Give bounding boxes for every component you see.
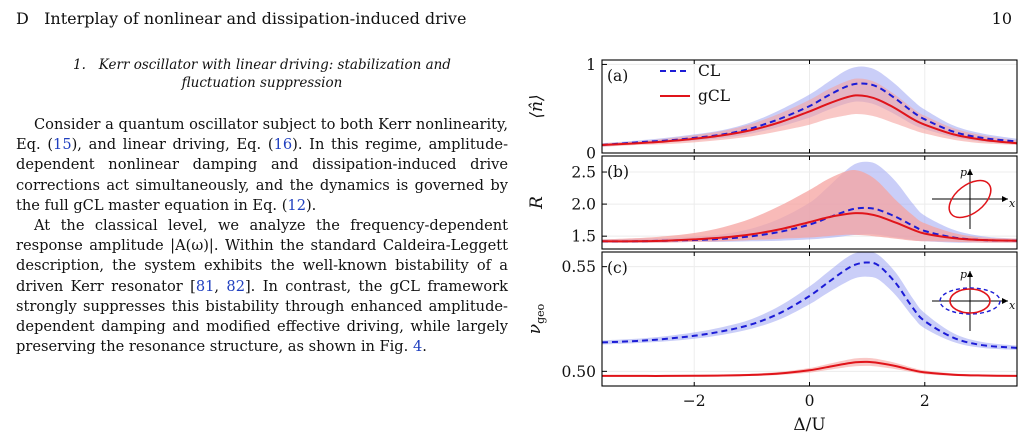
plot-area: [602, 60, 1017, 153]
panel-b: 1.5 2.0 2.5 (b) R: [527, 155, 1018, 250]
gcl-line: [602, 94, 1017, 146]
cl-confidence-band: [602, 252, 1017, 350]
running-head: D Interplay of nonlinear and dissipation…: [16, 8, 1012, 30]
running-head-title: D Interplay of nonlinear and dissipation…: [16, 8, 466, 30]
x-axis-label: Δ/U: [793, 415, 825, 435]
text-run: ).: [305, 196, 317, 214]
panel-c: 0.50 0.55 (c) νgeo −2 0 2 Δ/U: [525, 251, 1018, 435]
y-axis-label: ⟨n̂⟩: [527, 94, 547, 118]
text-run: ,: [214, 277, 227, 295]
panel-tag: (c): [607, 259, 628, 277]
y-tick-label: 1: [586, 56, 596, 74]
x-tick-label: −2: [683, 392, 706, 410]
legend: CL gCL: [660, 62, 730, 105]
y-tick-label: 1.5: [571, 228, 596, 246]
text-run: At the classical level, we analyze the f…: [16, 217, 508, 295]
text-run: Consider a quantum oscillator subject to…: [16, 116, 508, 154]
inset-x-label: x: [1009, 299, 1016, 312]
subsection-title-line2: fluctuation suppression: [181, 75, 343, 91]
equation-link[interactable]: 15: [53, 136, 72, 154]
panel-a: 0 1 (a) ⟨n̂⟩: [527, 56, 1018, 163]
section-letter: D: [16, 9, 29, 28]
inset-gcl-ellipse: [949, 288, 991, 314]
y-axis-label: R: [527, 196, 547, 210]
gcl-confidence-band: [602, 78, 1017, 147]
gcl-line: [602, 360, 1017, 377]
x-tick-label: 2: [920, 392, 930, 410]
y-tick-label: 2.0: [571, 196, 596, 214]
inset-p-label: p: [960, 166, 967, 179]
equation-link[interactable]: 12: [287, 196, 306, 214]
y-tick-label: 0.50: [561, 363, 596, 381]
inset-gcl-ellipse: [948, 179, 992, 219]
text-run: ). In this regime, amplitude-dependent n…: [16, 136, 508, 214]
paragraph-2: At the classical level, we analyze the f…: [16, 216, 508, 357]
citation-link[interactable]: 82: [226, 277, 245, 295]
inset-cl-ellipse: [939, 287, 1001, 315]
gcl-confidence-band: [602, 357, 1017, 377]
text-run: ), and linear driving, Eq. (: [71, 136, 274, 154]
legend-label-cl: CL: [698, 62, 720, 80]
citation-link[interactable]: 81: [195, 277, 215, 295]
legend-label-gcl: gCL: [698, 87, 730, 105]
subsection-title-line1: Kerr oscillator with linear driving: sta…: [98, 57, 451, 73]
gcl-line: [602, 212, 1017, 243]
x-tick-label: 0: [805, 392, 815, 410]
page-number: 10: [991, 9, 1012, 28]
inset-phase-ellipses: xp: [932, 268, 1016, 331]
text-run: .: [422, 338, 427, 356]
inset-x-arrow: [1002, 298, 1008, 304]
inset-p-label: p: [960, 268, 967, 281]
plot-area: [602, 252, 1017, 386]
inset-p-arrow: [967, 169, 973, 175]
subsection-heading: 1. Kerr oscillator with linear driving: …: [16, 56, 508, 92]
panel-tag: (b): [607, 163, 629, 181]
inset-p-arrow: [967, 271, 973, 277]
text-column: 1. Kerr oscillator with linear driving: …: [16, 56, 508, 357]
figure-4: 0 1 (a) ⟨n̂⟩ 1.5 2.0 2.5 (b) R 0.50 0.55 (c) νgeo −2 0…: [520, 54, 1022, 444]
y-axis-label: νgeo: [525, 303, 547, 334]
gcl-confidence-band: [602, 170, 1017, 243]
inset-x-arrow: [1002, 196, 1008, 202]
y-tick-label: 0: [586, 145, 596, 163]
plot-area: [602, 156, 1017, 249]
figure-svg: 01(a)⟨n̂⟩1.52.02.5 (b)R0.500.55 (c)νgeo−2 0…: [525, 56, 1018, 435]
inset-x-label: x: [1009, 197, 1016, 210]
y-tick-label: 2.5: [571, 164, 596, 182]
cl-line: [602, 261, 1017, 349]
subsection-number: 1.: [73, 57, 86, 73]
paragraph-1: Consider a quantum oscillator subject to…: [16, 115, 508, 216]
y-tick-label: 0.55: [561, 258, 596, 276]
panel-tag: (a): [607, 67, 628, 85]
figure-link[interactable]: 4: [412, 338, 423, 356]
y-axis-label-subscript: geo: [534, 303, 547, 324]
section-title: Interplay of nonlinear and dissipation-i…: [44, 9, 467, 28]
text-run: ]. In contrast, the gCL framework strong…: [16, 277, 508, 356]
inset-squeezed-ellipse: xp: [932, 166, 1016, 229]
equation-link[interactable]: 16: [273, 136, 293, 154]
